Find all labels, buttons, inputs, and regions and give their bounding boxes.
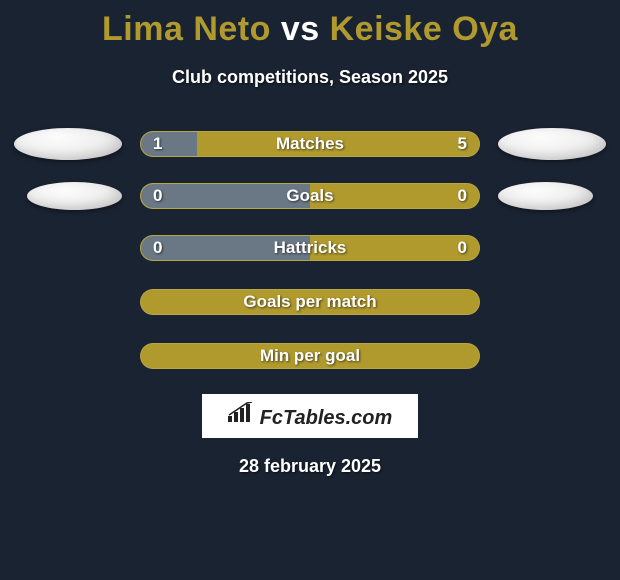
stat-label: Min per goal [260, 346, 360, 366]
date-label: 28 february 2025 [0, 456, 620, 477]
stat-bar: 1 5 Matches [140, 131, 480, 157]
stats-container: 1 5 Matches 0 0 Goals 0 0 Hattricks Goals per mat… [0, 128, 620, 372]
stat-label: Goals per match [243, 292, 376, 312]
stat-row: 0 0 Hattricks [0, 232, 620, 264]
player2-avatar [498, 182, 593, 210]
stat-row: 0 0 Goals [0, 182, 620, 210]
stat-bar: 0 0 Hattricks [140, 235, 480, 261]
player2-name: Keiske Oya [330, 10, 518, 48]
stat-label: Matches [276, 134, 344, 154]
stat-value-player1: 1 [153, 134, 162, 154]
bars-icon [228, 402, 254, 424]
title-vs: vs [281, 10, 320, 48]
stat-bar: Goals per match [140, 289, 480, 315]
comparison-title: Lima Neto vs Keiske Oya [0, 0, 620, 49]
subtitle: Club competitions, Season 2025 [0, 67, 620, 88]
bar-fill-player2 [310, 184, 479, 208]
stat-row: Min per goal [0, 340, 620, 372]
stat-value-player1: 0 [153, 186, 162, 206]
stat-value-player2: 5 [458, 134, 467, 154]
stat-label: Hattricks [274, 238, 347, 258]
bar-fill-player1 [141, 132, 197, 156]
stat-label: Goals [286, 186, 333, 206]
stat-value-player2: 0 [458, 238, 467, 258]
stat-row: 1 5 Matches [0, 128, 620, 160]
logo-box: FcTables.com [202, 394, 418, 438]
stat-value-player2: 0 [458, 186, 467, 206]
logo: FcTables.com [228, 402, 393, 430]
player1-avatar [14, 128, 122, 160]
player1-avatar [27, 182, 122, 210]
logo-text: FcTables.com [260, 407, 393, 430]
stat-bar: Min per goal [140, 343, 480, 369]
bar-fill-player1 [141, 184, 310, 208]
stat-bar: 0 0 Goals [140, 183, 480, 209]
stat-value-player1: 0 [153, 238, 162, 258]
player1-name: Lima Neto [102, 10, 271, 48]
player2-avatar [498, 128, 606, 160]
stat-row: Goals per match [0, 286, 620, 318]
